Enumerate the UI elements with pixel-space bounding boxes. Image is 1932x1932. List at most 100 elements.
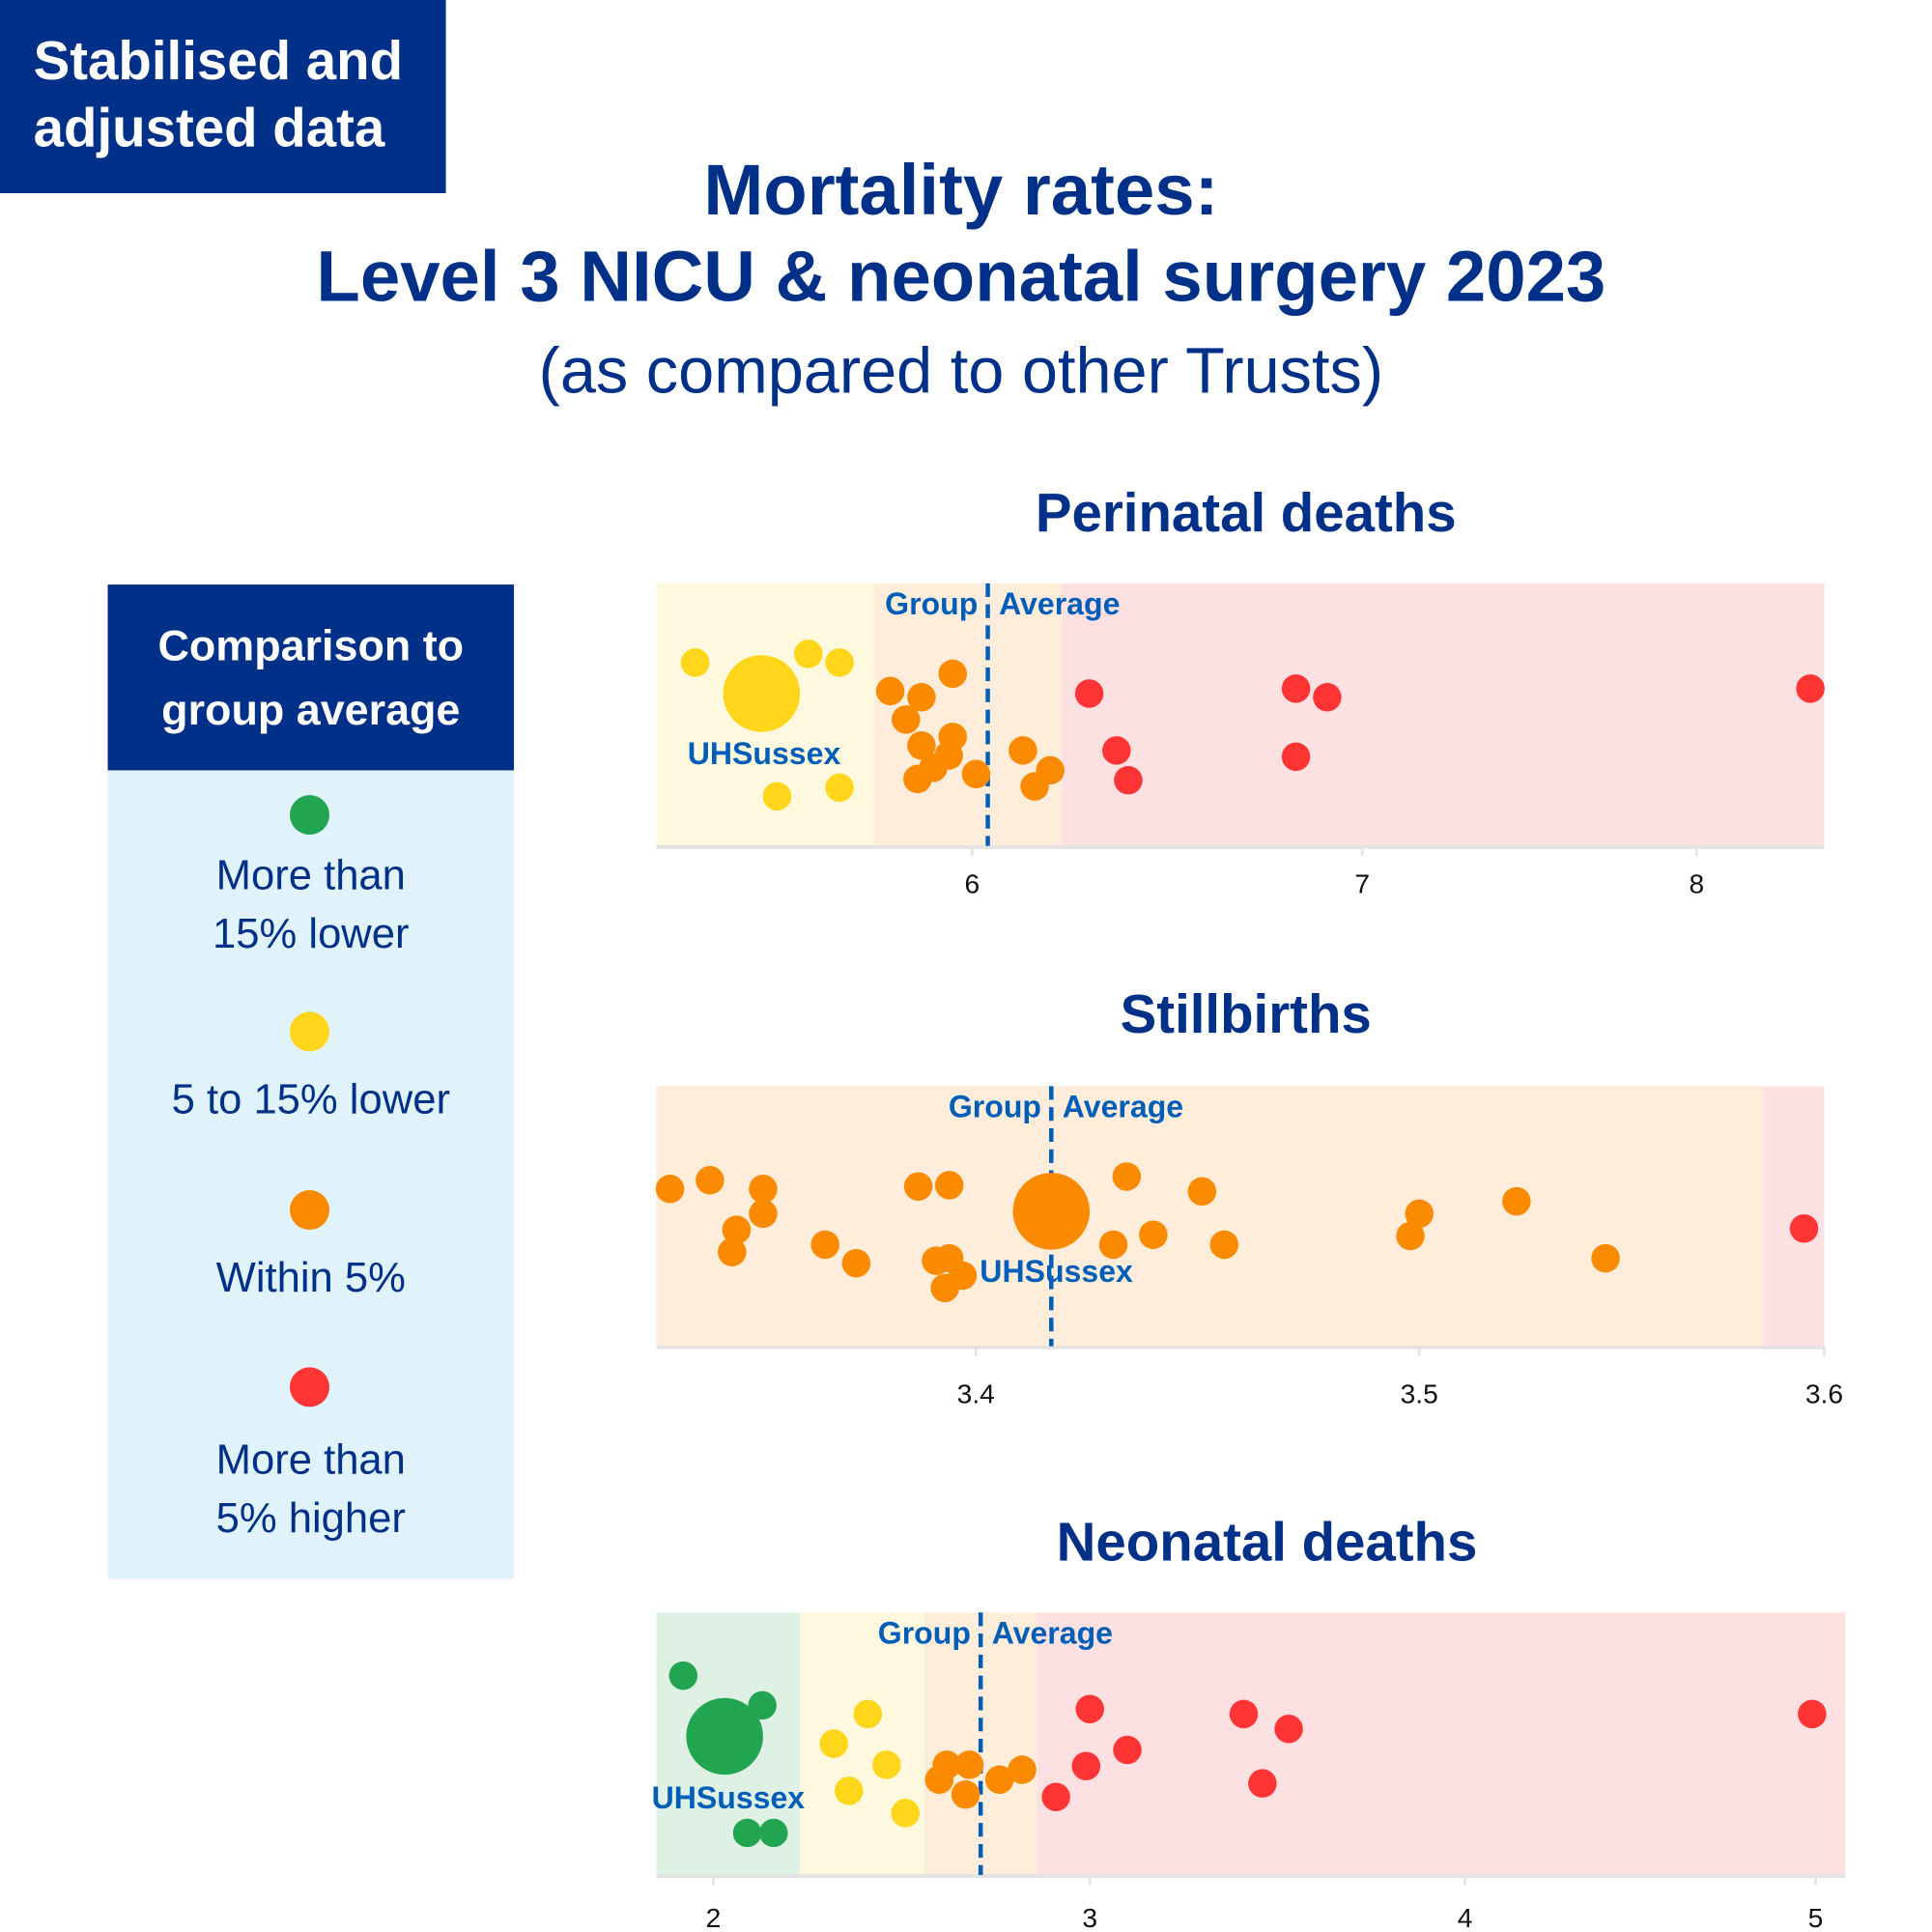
data-point-orange (1187, 1177, 1217, 1207)
legend: Comparison to group average More than 15… (107, 584, 515, 1579)
data-point-orange (907, 683, 936, 712)
band-red (1062, 582, 1825, 846)
data-point-red (1274, 1714, 1303, 1744)
data-point-red (1075, 1694, 1104, 1723)
data-point-orange (903, 1172, 933, 1201)
data-point-yellow (825, 773, 854, 803)
data-point-orange (841, 1248, 871, 1278)
data-point-yellow (680, 648, 710, 677)
average-label-left: Group (878, 1615, 971, 1650)
data-point-yellow (794, 639, 823, 668)
data-point-orange (1209, 1230, 1239, 1260)
data-point-orange (954, 1750, 984, 1779)
x-tick-label: 2 (706, 1902, 722, 1932)
data-point-orange (951, 1779, 980, 1809)
data-point-green (748, 1690, 777, 1720)
data-point-red (1071, 1751, 1101, 1780)
data-point-orange (1405, 1199, 1434, 1229)
data-point-yellow (825, 648, 854, 677)
data-point-orange (749, 1175, 778, 1204)
highlight-label: UHSussex (980, 1254, 1133, 1289)
data-point-orange (984, 1765, 1014, 1795)
highlight-label: UHSussex (688, 736, 841, 771)
data-point-orange (1112, 1162, 1142, 1191)
data-point-orange (875, 676, 905, 706)
data-point-orange (1020, 772, 1049, 801)
x-tick-label: 3 (1082, 1902, 1097, 1932)
legend-label-line: 15% lower (213, 910, 410, 958)
highlight-point-uhsussex (686, 1697, 763, 1776)
legend-label-red: More than 5% higher (108, 1432, 515, 1548)
data-point-yellow (819, 1729, 848, 1758)
highlight-label: UHSussex (652, 1780, 806, 1815)
x-tick-label: 3.5 (1401, 1378, 1438, 1409)
band-orange (656, 1086, 1764, 1347)
data-point-orange (1008, 1755, 1037, 1784)
highlight-point-uhsussex (1012, 1173, 1091, 1250)
data-point-orange (903, 764, 932, 794)
data-point-yellow (891, 1799, 920, 1828)
data-point-orange (1591, 1243, 1620, 1273)
average-label-left: Group (949, 1089, 1041, 1123)
page-subtitle: (as compared to other Trusts) (538, 335, 1384, 408)
data-point-orange (722, 1215, 752, 1244)
chart-title-stillbirths: Stillbirths (1120, 984, 1372, 1046)
average-label-left: Group (885, 586, 978, 621)
data-point-red (1102, 736, 1131, 765)
data-point-red (1074, 679, 1104, 708)
data-point-red (1229, 1699, 1259, 1729)
data-point-yellow (762, 781, 792, 811)
legend-label-line: More than (215, 852, 406, 899)
data-point-green (668, 1661, 698, 1690)
data-point-orange (1098, 1230, 1128, 1260)
data-point-orange (655, 1175, 685, 1204)
average-label-right: Average (999, 586, 1120, 621)
badge-line-1: Stabilised and (33, 31, 404, 92)
data-point-orange (934, 1171, 964, 1200)
data-point-orange (938, 659, 967, 689)
data-point-red (1281, 674, 1311, 703)
legend-dot-orange (289, 1190, 330, 1231)
page-title-line-2: Level 3 NICU & neonatal surgery 2023 (316, 236, 1606, 318)
data-point-green (732, 1818, 762, 1848)
data-point-red (1113, 1735, 1142, 1765)
data-point-yellow (835, 1776, 864, 1805)
data-point-orange (696, 1166, 724, 1195)
data-point-orange (749, 1199, 778, 1229)
x-tick-label: 4 (1458, 1902, 1473, 1932)
legend-label-orange: Within 5% (215, 1254, 406, 1302)
x-tick-label: 3.4 (957, 1378, 995, 1409)
average-label-right: Average (992, 1615, 1113, 1650)
legend-title-line-2: group average (161, 686, 461, 735)
legend-label-green: More than 15% lower (108, 847, 515, 964)
chart-title-perinatal: Perinatal deaths (1035, 482, 1457, 544)
data-point-red (1114, 765, 1143, 795)
legend-label-line: 5% higher (215, 1494, 406, 1543)
legend-dot-yellow (289, 1011, 330, 1052)
legend-label-line: More than (215, 1436, 406, 1484)
data-point-yellow (853, 1699, 882, 1729)
data-point-orange (930, 1273, 959, 1303)
data-point-green (759, 1818, 788, 1848)
data-point-orange (924, 1765, 954, 1795)
data-point-orange (892, 705, 921, 734)
data-point-orange (718, 1237, 747, 1266)
page-title-line-1: Mortality rates: (703, 150, 1219, 231)
data-point-orange (810, 1230, 839, 1260)
data-point-red (1281, 742, 1311, 772)
legend-title-line-1: Comparison to (157, 621, 465, 670)
legend-dot-red (289, 1367, 330, 1407)
data-point-orange (907, 731, 936, 760)
badge-line-2: adjusted data (33, 98, 385, 159)
data-point-red (1041, 1782, 1070, 1811)
x-tick-label: 7 (1354, 867, 1370, 898)
legend-dot-green (289, 795, 330, 836)
data-point-orange (1502, 1186, 1531, 1216)
data-point-red (1248, 1769, 1277, 1798)
data-point-red (1313, 683, 1342, 712)
data-point-red (1789, 1214, 1819, 1243)
data-point-red (1798, 1699, 1827, 1729)
x-tick-label: 8 (1690, 867, 1705, 898)
